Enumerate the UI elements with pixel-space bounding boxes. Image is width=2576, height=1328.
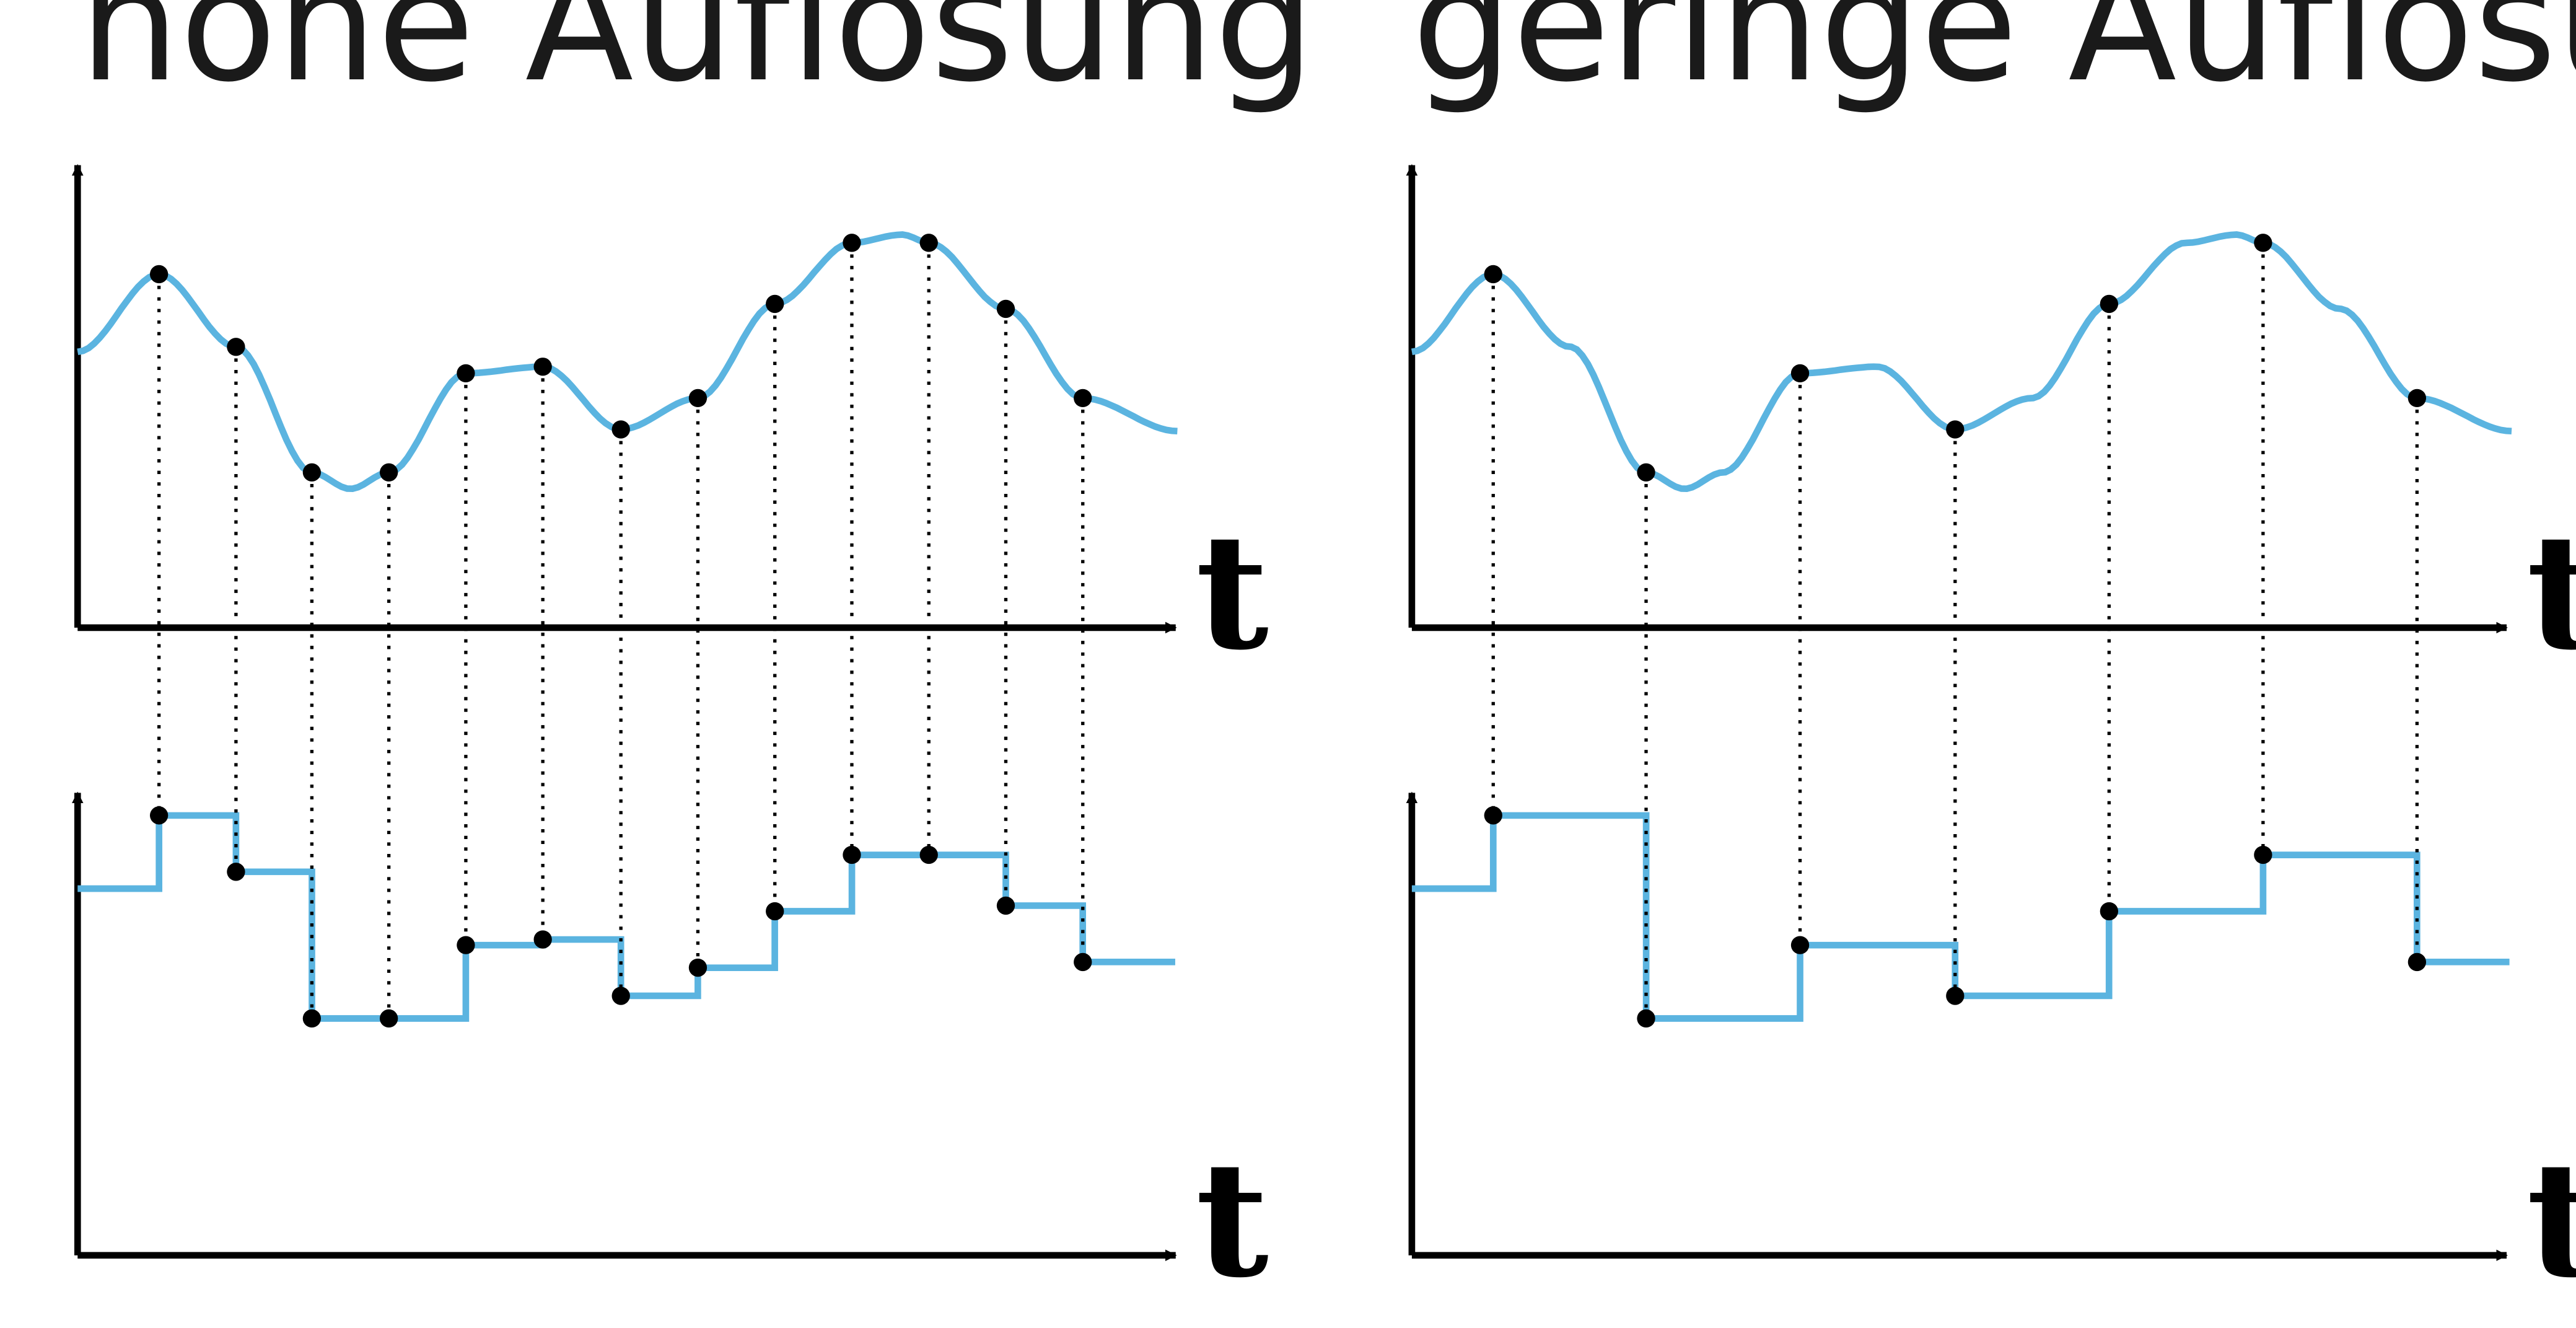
sample-point-analog: [843, 234, 861, 252]
sample-point-analog: [302, 463, 322, 482]
sample-point-quantized: [227, 863, 245, 881]
sample-point-analog: [919, 234, 938, 252]
sample-point-quantized: [302, 1009, 322, 1028]
time-axis-label-bottom-right: t: [2526, 1127, 2576, 1313]
sample-point-quantized: [533, 930, 552, 949]
sample-point-quantized: [688, 958, 708, 977]
sample-point-quantized: [843, 845, 861, 864]
panel-low-resolution: geringe Auflösung t t: [1406, 0, 2576, 1313]
sample-point-quantized: [1484, 806, 1502, 825]
sample-point-quantized: [149, 806, 169, 825]
sample-point-quantized: [2254, 845, 2272, 864]
sample-point-analog: [533, 358, 552, 376]
sample-point-analog: [2407, 389, 2427, 408]
sample-points-high: [149, 234, 1092, 1028]
sample-point-analog: [379, 463, 398, 482]
continuous-signal-plot-low: t: [1406, 164, 2576, 685]
analog-signal-curve-high: [77, 231, 1178, 493]
panel-high-resolution: hohe Auflösung t t: [71, 0, 1315, 1313]
time-axis-label-top-left: t: [1196, 499, 1269, 685]
sample-point-analog: [766, 294, 784, 314]
sample-point-quantized: [379, 1009, 398, 1028]
panel-title-high-resolution: hohe Auflösung: [79, 0, 1315, 117]
sample-point-analog: [1484, 265, 1502, 284]
sample-point-quantized: [457, 936, 475, 954]
time-axis-label-top-right: t: [2526, 499, 2576, 685]
sample-point-quantized: [766, 902, 784, 921]
sample-point-quantized: [919, 845, 938, 864]
quantized-step-signal-high: [77, 812, 1175, 1022]
quantized-signal-plot-low: t: [1406, 791, 2576, 1313]
sample-point-quantized: [611, 987, 630, 1005]
sample-points-low: [1484, 234, 2427, 1028]
sample-point-quantized: [996, 896, 1015, 915]
panel-title-low-resolution: geringe Auflösung: [1412, 0, 2576, 117]
time-axis-label-bottom-left: t: [1196, 1127, 1269, 1313]
quantized-step-signal-low: [1411, 812, 2510, 1022]
sample-point-quantized: [2100, 902, 2119, 921]
sample-point-analog: [611, 420, 630, 439]
sample-point-analog: [688, 389, 708, 408]
sample-point-analog: [1790, 364, 1810, 383]
sample-point-analog: [1946, 420, 1965, 439]
sample-point-quantized: [1074, 952, 1092, 972]
sample-point-quantized: [2407, 952, 2427, 972]
sample-point-analog: [227, 338, 245, 356]
sample-point-analog: [149, 265, 169, 284]
sample-point-analog: [457, 364, 475, 383]
sample-point-analog: [1637, 463, 1655, 482]
sample-point-analog: [1074, 389, 1092, 408]
sample-point-analog: [996, 299, 1015, 319]
sample-point-analog: [2100, 294, 2119, 314]
sample-point-quantized: [1790, 936, 1810, 954]
sample-point-quantized: [1637, 1009, 1655, 1028]
continuous-signal-plot-high: t: [71, 164, 1269, 685]
analog-signal-curve-low: [1411, 231, 2512, 493]
sample-point-analog: [2254, 234, 2272, 252]
sample-point-quantized: [1946, 987, 1965, 1005]
quantized-signal-plot-high: t: [71, 791, 1269, 1313]
